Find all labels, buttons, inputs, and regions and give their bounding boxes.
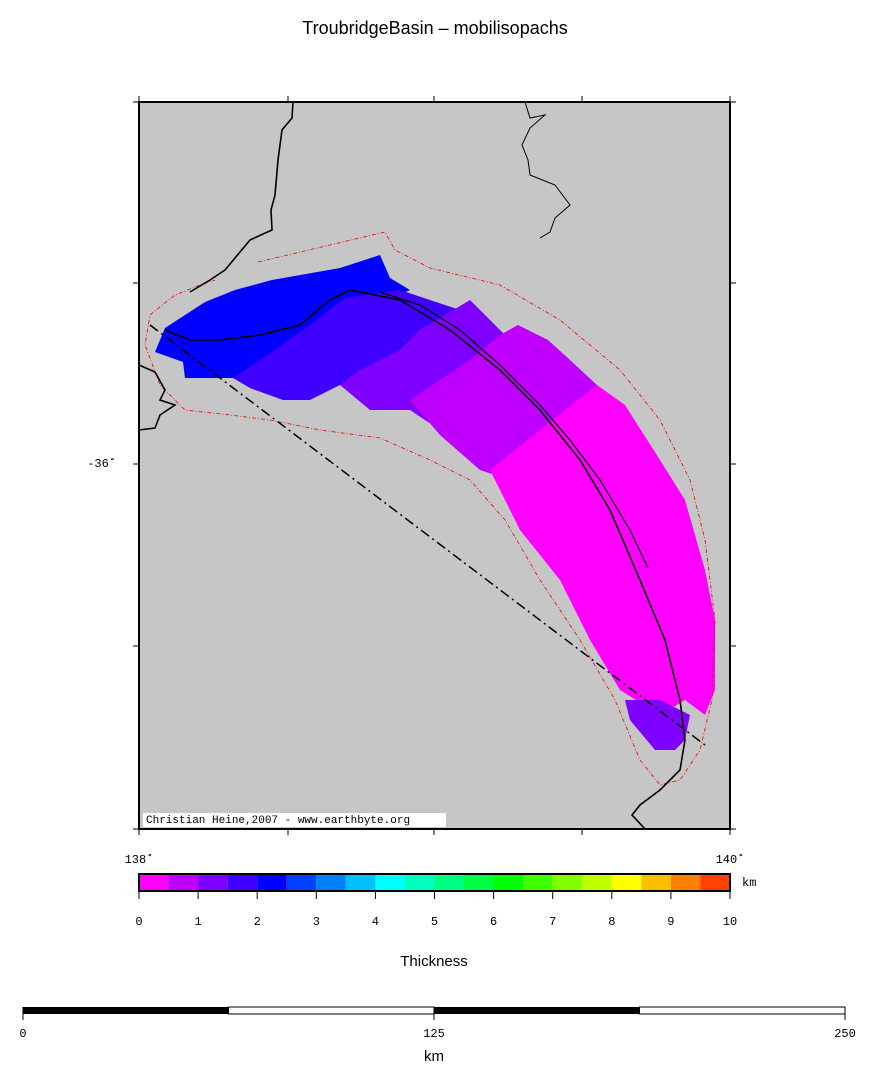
frame-ticks [133, 96, 736, 835]
colorbar-swatch [345, 874, 376, 891]
coastline [164, 289, 686, 830]
colorbar-swatch [611, 874, 642, 891]
colorbar-tick-label: 6 [490, 915, 497, 929]
isopach-region [625, 700, 690, 750]
credit: Christian Heine,2007 - www.earthbyte.org [146, 815, 410, 827]
scalebar-unit: km [424, 1048, 444, 1065]
lon-label: 140˚ [716, 853, 745, 867]
colorbar-swatch [404, 874, 435, 891]
scalebar: km 0 125 250 [19, 1006, 856, 1065]
colorbar-tick-label: 1 [194, 915, 201, 929]
river [521, 101, 571, 239]
scalebar-tick-label: 125 [423, 1027, 445, 1041]
scalebar-tick-label: 0 [19, 1027, 26, 1041]
colorbar-tick-label: 3 [313, 915, 320, 929]
title: TroubridgeBasin – mobilisopachs [302, 18, 567, 38]
colorbar-tick-label: 5 [431, 915, 438, 929]
profile-line [149, 324, 706, 746]
colorbar-tick-label: 2 [254, 915, 261, 929]
colorbar-label: Thickness [400, 953, 468, 970]
colorbar-swatch [641, 874, 671, 891]
colorbar-swatch [700, 874, 730, 891]
colorbar: km Thickness 0 1 2 3 4 5 6 7 8 9 10 [135, 873, 756, 970]
isopach-region [155, 255, 410, 378]
colorbar-swatch [198, 874, 228, 891]
coastline [138, 101, 294, 431]
colorbar-swatch [670, 874, 701, 891]
colorbar-swatch [168, 874, 199, 891]
map: Christian Heine,2007 - www.earthbyte.org… [87, 96, 744, 867]
colorbar-swatch [493, 874, 524, 891]
scalebar-segment [639, 1006, 846, 1015]
isopach-region [490, 385, 715, 715]
scalebar-segment [434, 1007, 640, 1014]
colorbar-tick-label: 0 [135, 915, 142, 929]
colorbar-tick-label: 10 [723, 915, 737, 929]
scalebar-tick-label: 250 [834, 1027, 856, 1041]
colorbar-tick-label: 7 [549, 915, 556, 929]
colorbar-unit: km [742, 876, 756, 890]
basin-outline [144, 231, 716, 786]
colorbar-swatch [375, 874, 405, 891]
lon-label: 138˚ [125, 853, 154, 867]
colorbar-swatch [464, 874, 494, 891]
colorbar-swatch [139, 874, 169, 891]
lat-label: -36˚ [87, 457, 116, 471]
colorbar-swatch [434, 874, 465, 891]
colorbar-swatch [316, 874, 346, 891]
colorbar-tick-label: 8 [608, 915, 615, 929]
colorbar-swatch [552, 874, 583, 891]
coastline [379, 291, 649, 569]
colorbar-swatch [227, 874, 258, 891]
scalebar-segment [228, 1006, 435, 1015]
scalebar-segment [23, 1007, 229, 1014]
colorbar-swatch [257, 874, 287, 891]
colorbar-tick-label: 4 [372, 915, 379, 929]
colorbar-tick-label: 9 [667, 915, 674, 929]
colorbar-swatch [582, 874, 612, 891]
credit-box [143, 813, 446, 827]
colorbar-swatch [523, 874, 553, 891]
colorbar-swatch [286, 874, 317, 891]
